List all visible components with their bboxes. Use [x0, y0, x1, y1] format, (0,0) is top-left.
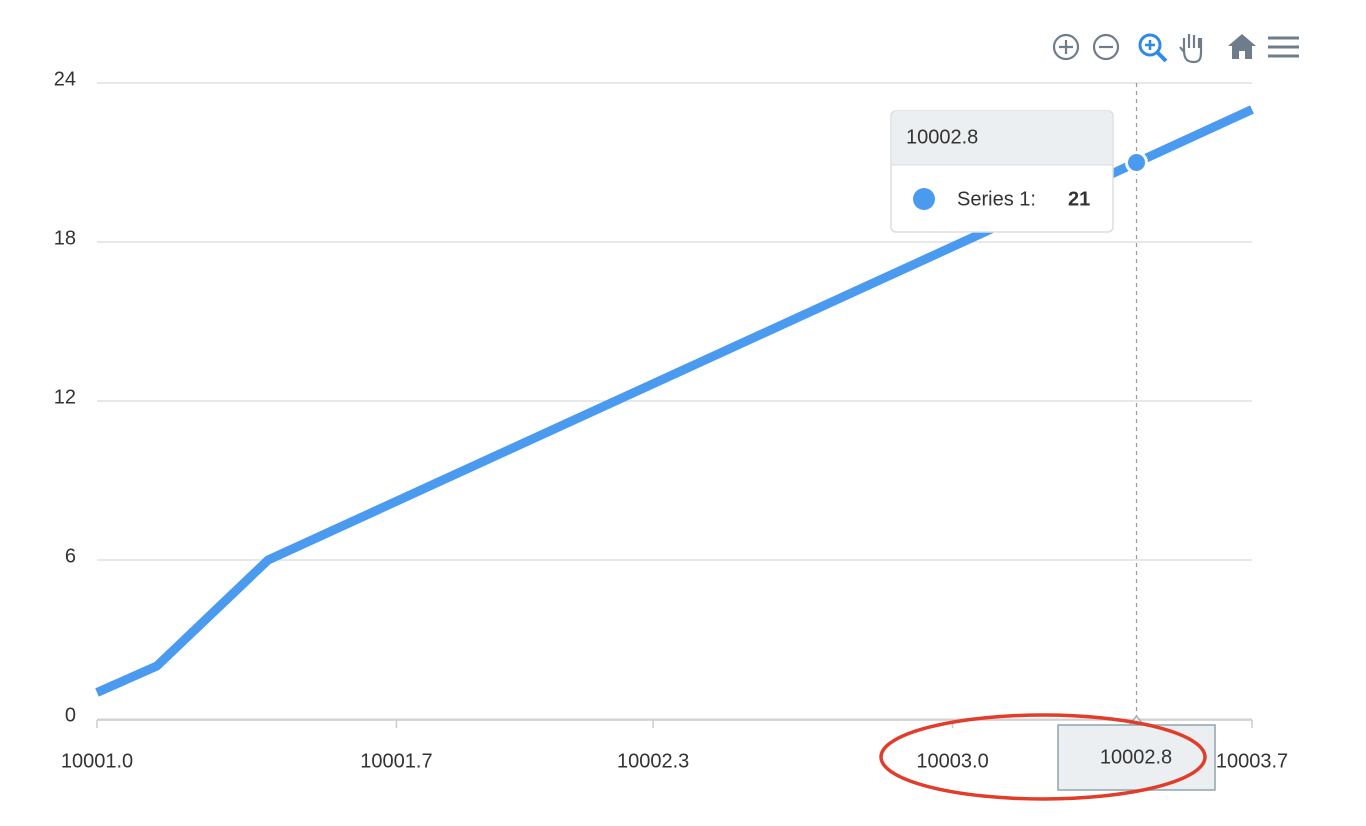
plot-area: 0 6 12 18 24 10001.0 10001.7 10002.3 10003.0 1000… — [54, 68, 1288, 801]
tooltip: 10002.8 Series 1: 21 — [890, 110, 1114, 233]
y-tick-label: 24 — [54, 68, 76, 90]
selection-zoom-button[interactable] — [1138, 33, 1168, 63]
zoom-out-button[interactable] — [1092, 33, 1120, 61]
y-tick-label: 0 — [65, 704, 76, 726]
y-tick-label: 18 — [54, 227, 76, 249]
highlight-annotation — [879, 713, 1207, 801]
crosshair-label: 10002.8 — [1100, 746, 1172, 768]
crosshair-label-box — [1057, 724, 1216, 791]
tooltip-marker — [913, 188, 935, 210]
x-tick-label: 10003.0 — [916, 750, 988, 772]
x-tick-label: 10001.7 — [360, 750, 432, 772]
hover-point — [1125, 151, 1148, 174]
tooltip-title: 10002.8 — [906, 126, 978, 148]
x-tick-label: 10001.0 — [61, 750, 133, 772]
y-tick-label: 12 — [54, 386, 76, 408]
tooltip-series-label: Series 1: — [957, 188, 1036, 210]
menu-button[interactable] — [1268, 36, 1299, 58]
x-tick-label: 10002.3 — [617, 750, 689, 772]
y-tick-label: 6 — [65, 545, 76, 567]
zoom-in-button[interactable] — [1052, 33, 1080, 61]
x-tick-label: 10003.7 — [1216, 750, 1288, 772]
series-line — [95, 105, 1254, 697]
reset-button[interactable] — [1228, 34, 1256, 59]
tooltip-header — [892, 111, 1112, 165]
toolbar — [1052, 33, 1299, 64]
pan-button[interactable] — [1179, 34, 1203, 64]
tooltip-value: 21 — [1068, 188, 1090, 210]
